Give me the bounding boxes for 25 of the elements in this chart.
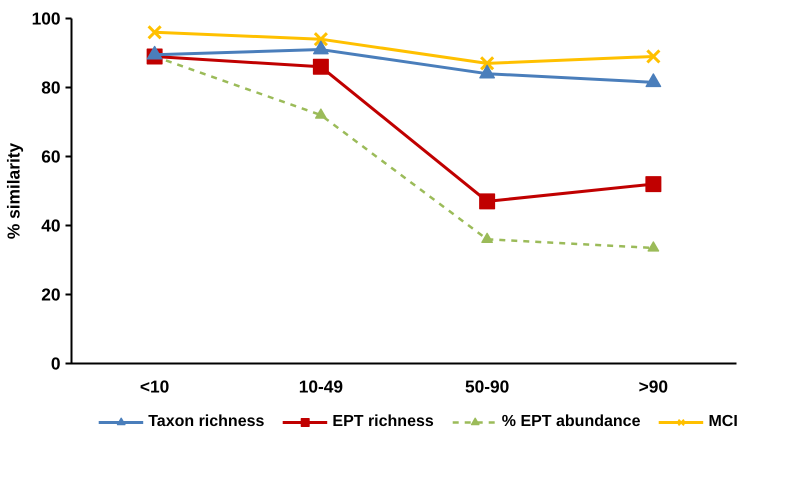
y-tick-label: 0 — [50, 354, 61, 374]
y-tick-label: 40 — [41, 216, 61, 236]
point — [313, 32, 328, 47]
y-tick-label: 100 — [32, 8, 61, 28]
y-tick-label: 60 — [41, 146, 61, 166]
point — [312, 58, 329, 75]
y-axis-title: % similarity — [4, 142, 24, 240]
x-tick-label: <10 — [140, 376, 170, 396]
point — [480, 56, 495, 71]
y-tick-label: 20 — [41, 284, 61, 304]
point — [646, 48, 661, 64]
point — [481, 232, 494, 243]
x-tick-label: 10-49 — [298, 376, 344, 396]
y-tick-label: 80 — [41, 78, 61, 98]
legend-label: Taxon richness — [148, 412, 264, 430]
legend-label: % EPT abundance — [502, 412, 640, 430]
point — [645, 176, 662, 192]
point — [479, 193, 496, 210]
point — [314, 108, 327, 119]
legend-label: MCI — [708, 412, 738, 430]
legend-label: EPT richness — [332, 412, 434, 430]
point — [647, 241, 660, 252]
x-tick-label: >90 — [638, 376, 668, 396]
point — [147, 24, 162, 40]
x-tick-label: 50-90 — [464, 376, 510, 396]
